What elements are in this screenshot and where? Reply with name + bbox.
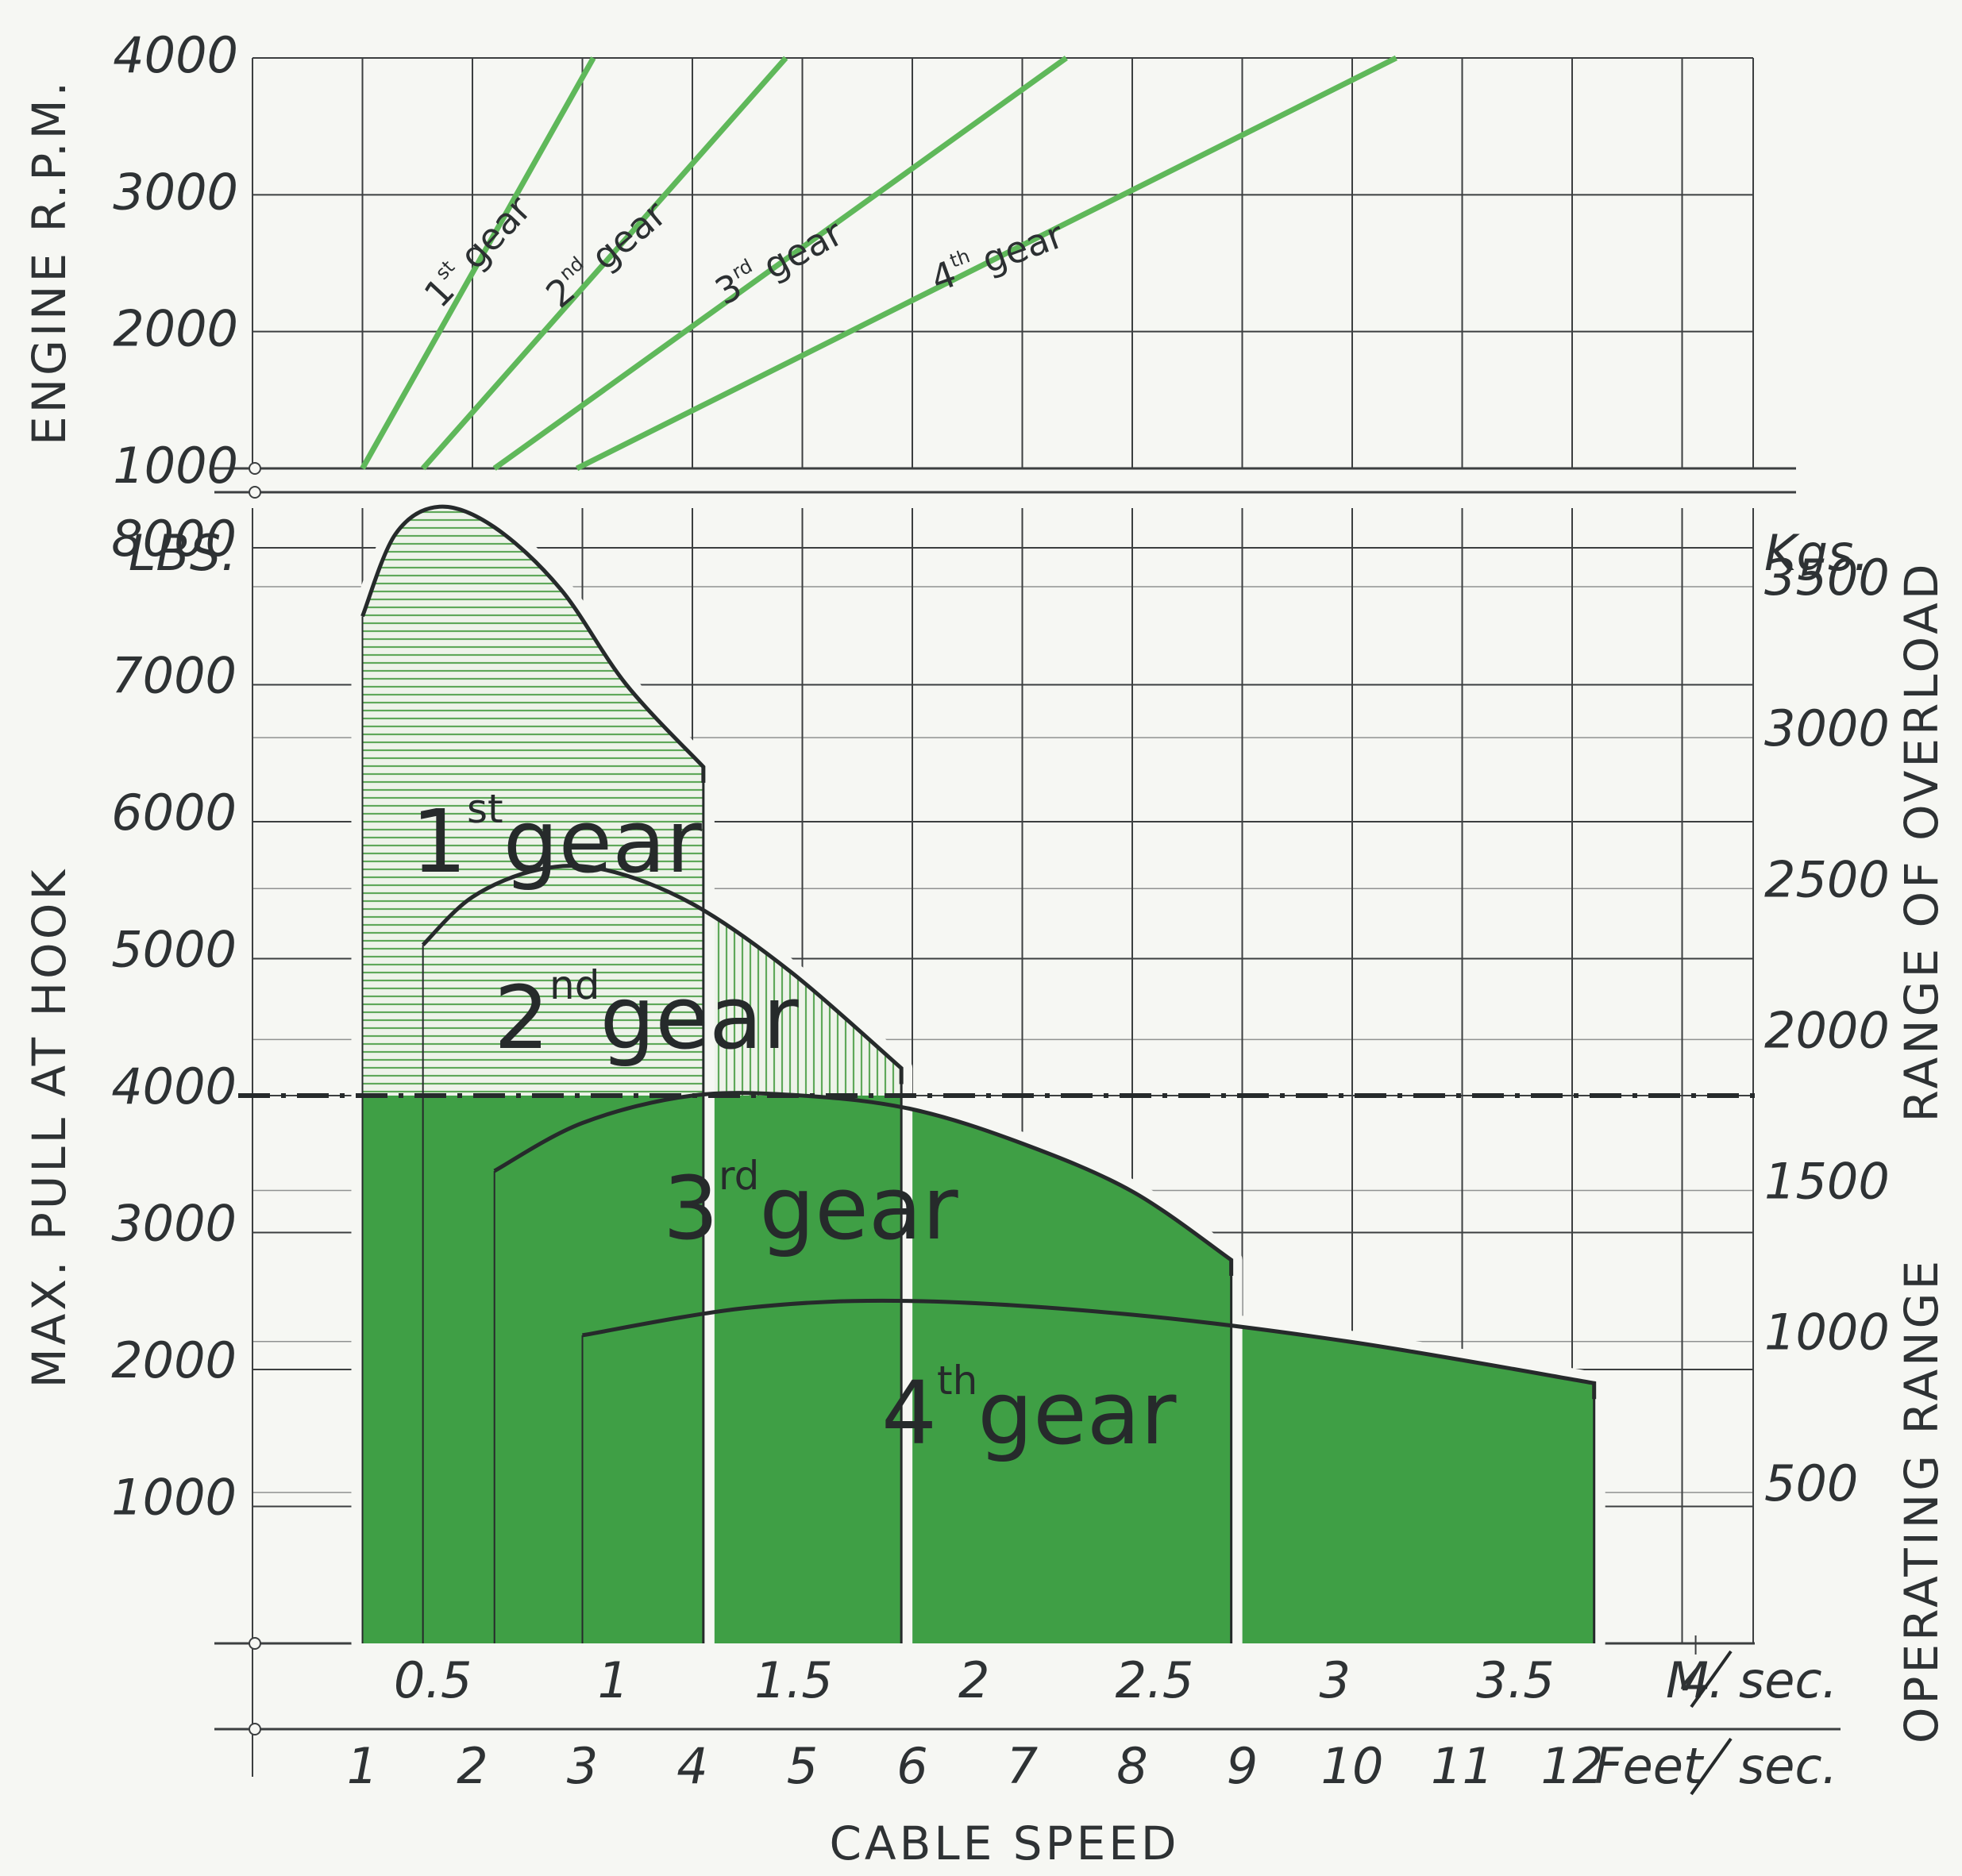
x-tick-msec: 2.5 [1116,1651,1194,1709]
y-tick-lbs: 4000 [111,1057,237,1115]
axis-break-marker [249,486,261,499]
x-units-slash [1690,1650,1733,1708]
y-axis-title-pull: MAX. PULL AT HOOK [22,867,76,1389]
y2-tick-kgs: 2000 [1764,1001,1890,1059]
y2-tick-kgs: 2500 [1764,850,1890,908]
y2-label-operating: OPERATING RANGE [1895,1258,1949,1743]
y-axis-units-lbs: LBS. [129,524,237,582]
rpm-line-gear-2 [421,56,788,471]
y2-axis-units-kgs: Kgs. [1764,524,1869,582]
axis-marker [249,1723,261,1735]
x-axis-title: CABLE SPEED [829,1816,1179,1870]
axis-marker [249,1637,261,1650]
x-tick-feet: 9 [1227,1737,1258,1795]
x-units-feet: Feet [1594,1737,1705,1795]
pull-curve-gear-3 [493,1091,1234,1276]
gear-lines [238,55,1755,1643]
gear-label-4: 4thgear [881,1358,1177,1464]
x-tick-feet: 7 [1007,1737,1038,1795]
operating-area-gear-1 [362,1096,703,1643]
x-tick-msec: 1 [598,1651,629,1709]
x-tick-feet: 11 [1431,1737,1494,1795]
pull-curve-gear-1 [360,504,706,783]
y-tick-rpm: 1000 [113,437,238,495]
x-tick-feet: 8 [1116,1737,1147,1795]
x-tick-msec: 3 [1319,1651,1350,1709]
gear-label-3: 3rdgear [663,1153,958,1259]
x-units-sec: sec. [1739,1737,1837,1795]
x-tick-feet: 6 [896,1737,927,1795]
y2-tick-kgs: 3500 [1764,549,1890,607]
gear-label-top-2: 2nd gear [538,191,675,316]
y2-tick-kgs: 500 [1764,1454,1858,1512]
gear-label-2: 2ndgear [494,962,799,1069]
y-tick-rpm: 4000 [113,26,238,84]
x-tick-feet: 4 [676,1737,707,1795]
x-units-slash [1690,1737,1733,1796]
pull-curve-gear-4 [582,1298,1597,1400]
chart-labels: 4000 3000 2000 1000 ENGINE R.P.M. 8000 7000 600… [22,26,1949,1870]
rpm-line-gear-1 [360,56,596,470]
pull-curve-gear-2 [421,864,904,1084]
rpm-line-gear-4 [576,55,1397,472]
y2-tick-kgs: 3000 [1764,699,1890,757]
rpm-line-gear-3 [492,56,1068,471]
x-tick-msec: 2 [958,1651,989,1709]
x-tick-msec: 1.5 [754,1651,833,1709]
y-axis-title-rpm: ENGINE R.P.M. [22,79,76,445]
overload-area-gear-1 [362,507,703,1096]
y-tick-lbs: 5000 [111,921,237,979]
y2-tick-kgs: 1000 [1764,1304,1890,1362]
y-tick-lbs: 6000 [111,784,237,842]
y-tick-lbs: 3000 [111,1195,237,1253]
y2-tick-kgs: 1500 [1764,1153,1890,1211]
gear-label-top-1: 1st gear [415,187,540,315]
x-tick-feet: 2 [457,1737,488,1795]
gear-label-top-3: 3rd gear [707,210,850,314]
y-tick-lbs: 1000 [111,1469,237,1527]
y-tick-lbs: 7000 [111,647,237,705]
x-tick-feet: 12 [1541,1737,1604,1795]
y-tick-lbs: 2000 [111,1331,237,1389]
x-tick-feet: 10 [1321,1737,1384,1795]
x-units-sec: sec. [1739,1651,1837,1709]
y-tick-lbs: 8000 [111,510,237,568]
gear-label-top-4: 4th gear [925,212,1070,300]
y2-label-overload: RANGE OF OVERLOAD [1895,561,1949,1123]
x-tick-feet: 5 [787,1737,818,1795]
axis-break-marker [249,462,261,475]
x-tick-msec: 0.5 [394,1651,472,1709]
y-tick-rpm: 3000 [113,163,238,221]
x-tick-msec: 3.5 [1476,1651,1555,1709]
gear-label-1: 1stgear [411,786,703,892]
y-tick-rpm: 2000 [113,300,238,358]
x-tick-feet: 1 [347,1737,378,1795]
gear-areas [351,495,1605,1655]
x-tick-feet: 3 [567,1737,598,1795]
